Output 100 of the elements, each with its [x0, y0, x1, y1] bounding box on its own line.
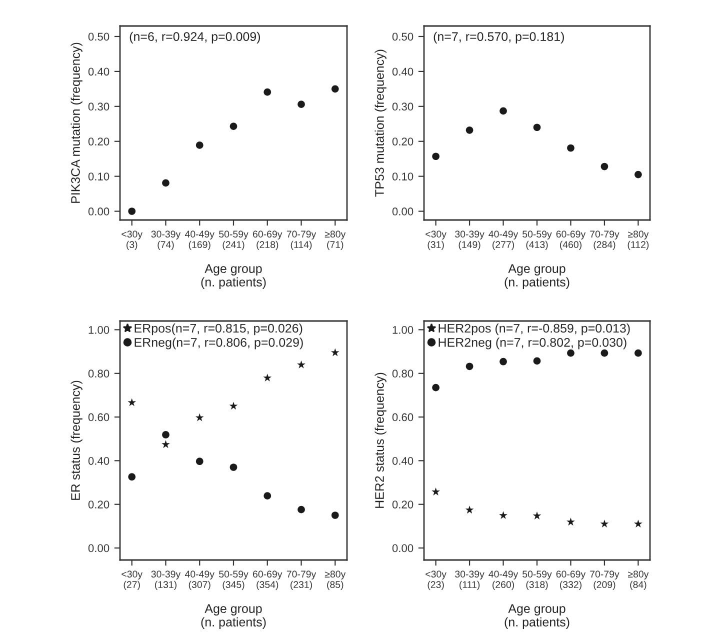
- point: [162, 431, 170, 438]
- point: [634, 520, 642, 528]
- x-tick-label: 30-39y (111): [455, 570, 484, 590]
- point: [162, 179, 170, 187]
- x-tick-label: 60-69y (354): [253, 570, 282, 590]
- point: [600, 520, 609, 528]
- y-tick-label: 0.50: [88, 32, 110, 41]
- y-tick-label: 0.20: [88, 500, 110, 508]
- point: [263, 374, 272, 382]
- x-tick-label: 60-69y (460): [556, 230, 586, 250]
- y-tick-label: 0.00: [88, 208, 110, 216]
- y-tick-label: 0.20: [392, 138, 414, 146]
- x-tick-label: ≥80y (85): [324, 570, 346, 590]
- point: [264, 492, 272, 500]
- x-tick-label: <30y (27): [122, 570, 143, 590]
- x-tick-label: 40-49y (277): [488, 230, 518, 250]
- y-tick-label: 0.40: [88, 68, 110, 76]
- x-tick-label: ≥80y (112): [628, 230, 649, 250]
- y-tick-label: 0.00: [392, 544, 414, 552]
- x-tick-label: <30y (3): [122, 230, 143, 250]
- legend-label: HER2neg (n=7, r=0.802, p=0.030): [438, 338, 626, 350]
- x-tick-label: ≥80y (84): [628, 570, 649, 590]
- point: [532, 512, 542, 520]
- y-tick-label: 1.00: [392, 326, 414, 334]
- y-axis-title: PIK3CA mutation (frequency): [70, 42, 82, 203]
- x-tick-label: 60-69y (218): [253, 230, 282, 250]
- point: [128, 473, 136, 481]
- point: [466, 126, 474, 134]
- point: [499, 511, 508, 520]
- point: [500, 107, 507, 115]
- point: [566, 518, 575, 526]
- point: [465, 506, 474, 514]
- point: [600, 162, 608, 170]
- x-tick-label: 30-39y (74): [151, 230, 181, 250]
- point: [567, 144, 574, 152]
- x-tick-label: 40-49y (260): [488, 570, 518, 590]
- y-tick-label: 0.60: [88, 413, 110, 422]
- point: [298, 506, 305, 514]
- point: [331, 512, 339, 519]
- legend-label: ERpos(n=7, r=0.815, p=0.026): [134, 324, 302, 336]
- annotation: (n=6, r=0.924, p=0.009): [130, 32, 260, 44]
- y-tick-label: 0.80: [88, 370, 110, 378]
- point: [600, 349, 608, 357]
- x-tick-label: 50-59y (241): [219, 230, 248, 250]
- x-tick-label: 50-59y (413): [522, 230, 552, 250]
- x-tick-label: 70-79y (284): [590, 230, 620, 250]
- point: [128, 208, 136, 215]
- x-tick-label: 30-39y (131): [151, 570, 181, 590]
- point: [128, 398, 136, 406]
- y-axis-title: ER status (frequency): [70, 380, 82, 500]
- x-tick-label: 30-39y (149): [455, 230, 484, 250]
- point: [297, 360, 306, 368]
- point: [567, 349, 574, 357]
- x-tick-label: 40-49y (307): [184, 570, 214, 590]
- point: [230, 122, 238, 130]
- point: [162, 440, 170, 448]
- x-axis-title: Age group (n. patients): [201, 604, 266, 629]
- y-tick-label: 0.80: [392, 370, 414, 378]
- annotation: (n=7, r=0.570, p=0.181): [434, 32, 564, 44]
- x-tick-label: 60-69y (332): [556, 570, 586, 590]
- y-tick-label: 0.40: [88, 456, 110, 465]
- legend-label: HER2pos (n=7, r=-0.859, p=0.013): [438, 324, 630, 336]
- x-tick-label: ≥80y (71): [324, 230, 346, 250]
- x-tick-label: 40-49y (169): [184, 230, 214, 250]
- x-axis-title: Age group (n. patients): [504, 604, 570, 629]
- point: [196, 458, 204, 466]
- point: [432, 384, 440, 392]
- y-tick-label: 0.00: [88, 544, 110, 552]
- x-tick-label: 70-79y (231): [286, 570, 316, 590]
- point: [533, 124, 541, 132]
- y-tick-label: 0.30: [392, 102, 414, 111]
- y-axis-title: TP53 mutation (frequency): [374, 50, 386, 197]
- y-tick-label: 0.20: [88, 138, 110, 146]
- point: [195, 413, 204, 422]
- x-tick-label: 70-79y (209): [590, 570, 620, 590]
- point: [264, 88, 272, 96]
- y-tick-label: 0.60: [392, 413, 414, 422]
- x-axis-title: Age group (n. patients): [504, 264, 570, 289]
- point: [533, 357, 541, 365]
- x-tick-label: 70-79y (114): [286, 230, 316, 250]
- point: [466, 362, 474, 370]
- y-tick-label: 0.30: [88, 102, 110, 111]
- x-axis-title: Age group (n. patients): [201, 264, 266, 289]
- point: [229, 402, 238, 410]
- point: [634, 349, 642, 357]
- x-tick-label: <30y (31): [426, 230, 446, 250]
- y-axis-title: HER2 status (frequency): [374, 372, 386, 508]
- y-tick-label: 0.50: [392, 32, 414, 41]
- x-tick-label: <30y (23): [426, 570, 446, 590]
- y-tick-label: 0.40: [392, 68, 414, 76]
- x-tick-label: 50-59y (318): [522, 570, 552, 590]
- y-tick-label: 0.20: [392, 500, 414, 508]
- y-tick-label: 0.40: [392, 456, 414, 465]
- point: [298, 100, 305, 108]
- y-tick-label: 0.00: [392, 208, 414, 216]
- x-tick-label: 50-59y (345): [219, 570, 248, 590]
- y-tick-label: 1.00: [88, 326, 110, 334]
- legend-label: ERneg(n=7, r=0.806, p=0.029): [134, 338, 303, 350]
- point: [634, 170, 642, 178]
- point: [432, 488, 440, 496]
